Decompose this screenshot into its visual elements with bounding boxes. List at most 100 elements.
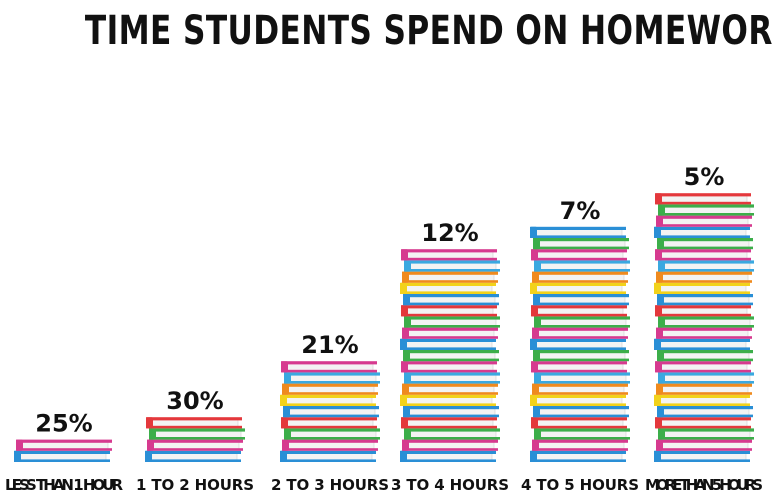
book: [655, 193, 751, 205]
book: [281, 361, 377, 373]
book: [400, 338, 496, 350]
book: [656, 439, 752, 451]
book: [284, 428, 380, 440]
book: [401, 417, 497, 429]
bar-1: [14, 439, 112, 462]
book: [655, 361, 751, 373]
book: [400, 450, 496, 462]
bar-4: [400, 249, 500, 462]
book: [530, 338, 626, 350]
bar-value-label: 7%: [560, 197, 601, 225]
book: [658, 204, 754, 216]
book: [657, 406, 753, 418]
book: [654, 394, 750, 406]
book: [402, 327, 498, 339]
book: [404, 372, 500, 384]
book: [16, 439, 112, 451]
book: [531, 249, 627, 261]
bar-value-label: 5%: [684, 163, 725, 191]
book: [530, 282, 626, 294]
bar-6: [654, 193, 754, 462]
book: [655, 305, 751, 317]
book: [658, 372, 754, 384]
book: [656, 271, 752, 283]
book: [532, 327, 628, 339]
book: [149, 428, 245, 440]
book: [532, 271, 628, 283]
book: [283, 406, 379, 418]
book: [401, 361, 497, 373]
book: [532, 383, 628, 395]
category-label: LESS THAN 1 HOUR: [5, 476, 123, 494]
book: [403, 294, 499, 306]
chart-title: TIME STUDENTS SPEND ON HOMEWORK: [84, 8, 772, 54]
category-label: 4 TO 5 HOURS: [521, 476, 639, 494]
category-label: 2 TO 3 HOURS: [271, 476, 389, 494]
book: [531, 417, 627, 429]
book: [145, 450, 241, 462]
book: [658, 428, 754, 440]
book: [531, 361, 627, 373]
book: [534, 316, 630, 328]
book: [655, 417, 751, 429]
book: [531, 305, 627, 317]
book: [147, 439, 243, 451]
book: [656, 327, 752, 339]
book: [403, 350, 499, 362]
book: [654, 226, 750, 238]
book: [403, 406, 499, 418]
book: [280, 394, 376, 406]
book: [401, 305, 497, 317]
book: [658, 316, 754, 328]
book: [400, 282, 496, 294]
bar-5: [530, 226, 630, 462]
book: [530, 394, 626, 406]
book: [658, 260, 754, 272]
book: [281, 417, 377, 429]
book: [404, 260, 500, 272]
book: [654, 282, 750, 294]
book: [284, 372, 380, 384]
book: [656, 215, 752, 227]
book: [280, 450, 376, 462]
book: [530, 226, 626, 238]
category-label: MORE THAN 5 HOURS: [645, 476, 763, 494]
book: [532, 439, 628, 451]
book: [282, 439, 378, 451]
book: [657, 350, 753, 362]
bar-value-label: 12%: [421, 219, 478, 247]
book: [404, 428, 500, 440]
book: [282, 383, 378, 395]
bar-2: [145, 417, 245, 462]
category-label: 3 TO 4 HOURS: [391, 476, 509, 494]
book: [146, 417, 242, 429]
book: [654, 338, 750, 350]
bar-value-label: 21%: [301, 331, 358, 359]
book: [534, 372, 630, 384]
book: [530, 450, 626, 462]
bar-value-label: 25%: [35, 410, 92, 438]
book: [654, 450, 750, 462]
book: [402, 383, 498, 395]
book: [656, 383, 752, 395]
book: [533, 294, 629, 306]
book: [533, 238, 629, 250]
book: [401, 249, 497, 261]
book: [534, 260, 630, 272]
bar-value-label: 30%: [166, 387, 223, 415]
book: [402, 439, 498, 451]
category-label: 1 TO 2 HOURS: [136, 476, 254, 494]
book: [655, 249, 751, 261]
book: [657, 238, 753, 250]
book: [657, 294, 753, 306]
book: [533, 406, 629, 418]
book: [400, 394, 496, 406]
book: [404, 316, 500, 328]
book: [402, 271, 498, 283]
book: [14, 450, 110, 462]
book: [534, 428, 630, 440]
book: [533, 350, 629, 362]
bar-3: [280, 361, 380, 462]
